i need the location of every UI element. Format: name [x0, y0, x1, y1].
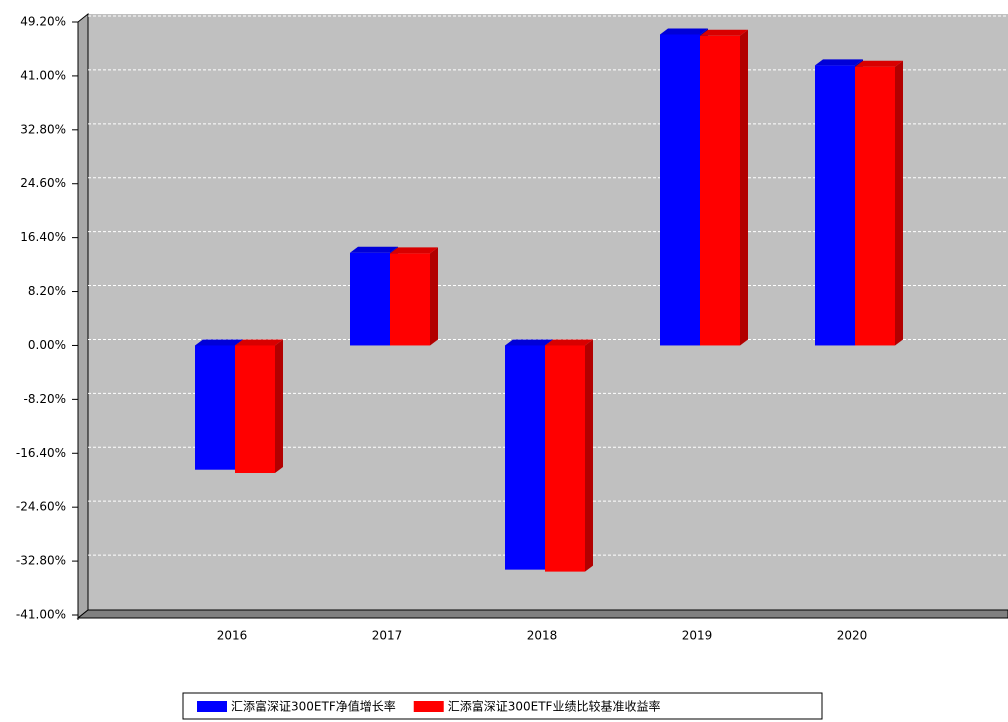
bar-top: [350, 246, 398, 253]
x-tick-label: 2019: [682, 629, 713, 643]
bar: [545, 345, 585, 572]
x-tick-label: 2016: [217, 629, 248, 643]
bar-side: [430, 247, 438, 346]
bar: [195, 345, 235, 470]
y-tick-label: -24.60%: [16, 500, 66, 514]
bar-top: [390, 247, 438, 254]
legend: [182, 692, 823, 720]
bar: [390, 253, 430, 346]
y-tick-label: -41.00%: [16, 608, 66, 622]
legend-label: 汇添富深证300ETF业绩比较基准收益率: [448, 699, 661, 714]
bar: [350, 252, 390, 346]
bar: [235, 345, 275, 473]
y-tick-label: 16.40%: [20, 230, 66, 244]
bar-top: [700, 29, 748, 36]
y-tick-label: 8.20%: [28, 284, 66, 298]
y-tick-label: 41.00%: [20, 68, 66, 82]
bar-side: [275, 339, 283, 473]
bar: [505, 345, 545, 570]
legend-label: 汇添富深证300ETF净值增长率: [231, 699, 396, 714]
legend-swatch: [413, 701, 444, 712]
legend-swatch: [197, 701, 227, 712]
bar: [815, 65, 855, 346]
bar-top: [855, 60, 903, 67]
bar-top: [195, 339, 243, 346]
bar-top: [660, 28, 708, 35]
bar-side: [895, 60, 903, 346]
y-tick-label: 49.20%: [20, 15, 66, 29]
y-tick-label: 0.00%: [28, 338, 66, 352]
bar-top: [815, 59, 863, 66]
bar-side: [740, 29, 748, 346]
y-tick-label: 24.60%: [20, 176, 66, 190]
bar-top: [505, 339, 553, 346]
y-tick-label: -16.40%: [16, 446, 66, 460]
x-tick-label: 2020: [837, 629, 868, 643]
bar: [700, 35, 740, 346]
bar: [660, 34, 700, 346]
bar-side: [585, 339, 593, 572]
y-tick-label: -8.20%: [24, 392, 66, 406]
x-tick-label: 2018: [527, 629, 558, 643]
left-wall: [77, 12, 89, 620]
floor: [76, 609, 1008, 619]
bar-top: [545, 339, 593, 346]
x-tick-label: 2017: [372, 629, 403, 643]
bar: [855, 66, 895, 346]
bar-top: [235, 339, 283, 346]
y-tick-label: -32.80%: [16, 554, 66, 568]
y-tick-label: 32.80%: [20, 122, 66, 136]
